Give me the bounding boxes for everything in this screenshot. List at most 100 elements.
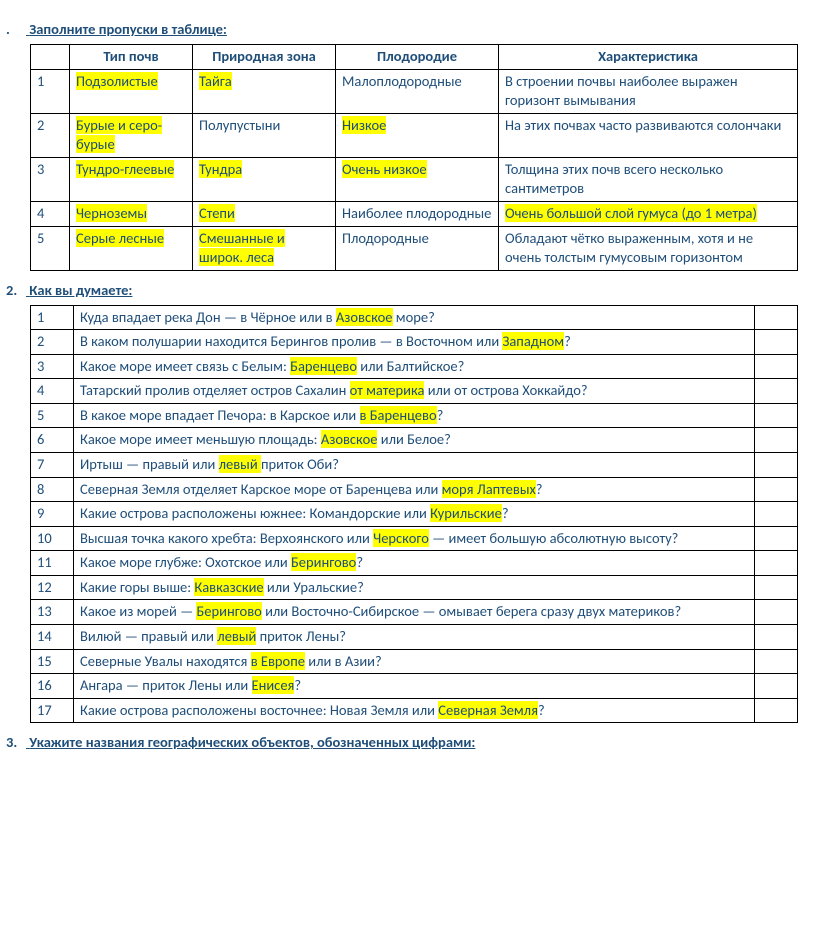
text: Какие острова расположены южнее: Командо… xyxy=(80,504,430,522)
row-number: 3 xyxy=(31,157,70,201)
text: В каком полушарии находится Берингов про… xyxy=(80,332,502,350)
question-cell: Иртыш — правый или левый приток Оби? xyxy=(74,453,755,478)
text: ? xyxy=(502,504,509,522)
row-number: 14 xyxy=(31,624,74,649)
th-char: Характеристика xyxy=(499,45,798,70)
row-number: 12 xyxy=(31,575,74,600)
cell-soil: Черноземы xyxy=(70,201,193,226)
highlighted-text: Курильские xyxy=(430,504,502,522)
row-number: 6 xyxy=(31,428,74,453)
table-row: 8Северная Земля отделяет Карское море от… xyxy=(31,477,798,502)
table-row: 5Серые лесныеСмешанные и широк. лесаПлод… xyxy=(31,226,798,270)
text: или Уральские? xyxy=(264,578,364,596)
empty-cell xyxy=(755,477,798,502)
highlighted-text: Берингово xyxy=(291,553,356,571)
table-row: 15Северные Увалы находятся в Европе или … xyxy=(31,649,798,674)
section2-title: Как вы думаете: xyxy=(29,281,132,299)
empty-cell xyxy=(755,674,798,699)
highlighted-text: Тундра xyxy=(199,160,242,178)
cell-zone: Тундра xyxy=(193,157,336,201)
table-row: 1 Подзолистые Тайга МалоплодородныеВ строен… xyxy=(31,69,798,113)
row-number: 16 xyxy=(31,674,74,699)
question-cell: Какое из морей — Берингово или Восточно-… xyxy=(74,600,755,625)
section2-marker: 2. xyxy=(6,281,26,299)
cell-fert: Плодородные xyxy=(336,226,499,270)
table-row: 1Куда впадает река Дон — в Чёрное или в … xyxy=(31,305,798,330)
section1-marker: . xyxy=(6,20,26,38)
table-row: 10Высшая точка какого хребта: Верхоянско… xyxy=(31,526,798,551)
section2-heading: 2. Как вы думаете: xyxy=(6,281,798,299)
cell-soil: Тундро-глеевые xyxy=(70,157,193,201)
highlighted-text: от материка xyxy=(350,381,425,399)
question-cell: Какие горы выше: Кавказские или Уральски… xyxy=(74,575,755,600)
row-number: 3 xyxy=(31,354,74,379)
row-number: 9 xyxy=(31,502,74,527)
th-num xyxy=(31,45,70,70)
text: Плодородные xyxy=(342,229,429,247)
cell-soil: Подзолистые xyxy=(70,69,193,113)
table-row: 17 Какие острова расположены восточнее: Н… xyxy=(31,698,798,723)
cell-soil: Серые лесные xyxy=(70,226,193,270)
table-row: 4ЧерноземыСтепиНаиболее плодородныеОчень… xyxy=(31,201,798,226)
text: В какое море впадает Печора: в Карское и… xyxy=(80,406,360,424)
question-cell: В какое море впадает Печора: в Карское и… xyxy=(74,403,755,428)
cell-char: В строении почвы наиболее выражен горизо… xyxy=(499,69,798,113)
text: Какое море имеет меньшую площадь: xyxy=(80,430,321,448)
empty-cell xyxy=(755,624,798,649)
text: Какие острова расположены восточнее: Нов… xyxy=(80,701,438,719)
th-soil: Тип почв xyxy=(70,45,193,70)
highlighted-text: моря Лаптевых xyxy=(442,480,536,498)
empty-cell xyxy=(755,330,798,355)
text: приток Оби? xyxy=(261,455,339,473)
row-number: 1 xyxy=(31,305,74,330)
highlighted-text: левый xyxy=(217,627,256,645)
table-row: 2Бурые и серо-бурыеПолупустыниНизкоеНа э… xyxy=(31,113,798,157)
text: приток Лены? xyxy=(256,627,346,645)
th-fertility: Плодородие xyxy=(336,45,499,70)
text: На этих почвах часто развиваются солонча… xyxy=(505,116,781,134)
section3-title: Укажите названия географических объектов… xyxy=(29,733,475,751)
text: — имеет большую абсолютную высоту? xyxy=(429,529,679,547)
highlighted-text: Азовское xyxy=(321,430,378,448)
question-cell: Вилюй — правый или левый приток Лены? xyxy=(74,624,755,649)
empty-cell xyxy=(755,526,798,551)
text: Северная Земля отделяет Карское море от … xyxy=(80,480,442,498)
row-number: 2 xyxy=(31,330,74,355)
text: ? xyxy=(356,553,363,571)
empty-cell xyxy=(755,403,798,428)
highlighted-text: левый xyxy=(219,455,261,473)
empty-cell xyxy=(755,305,798,330)
text: Ангара — приток Лены или xyxy=(80,676,252,694)
text: море? xyxy=(393,308,435,326)
cell-char: На этих почвах часто развиваются солонча… xyxy=(499,113,798,157)
text: Полупустыни xyxy=(199,116,280,134)
text: Какие горы выше: xyxy=(80,578,194,596)
table-row: 3Тундро-глеевыеТундраОчень низкоеТолщина… xyxy=(31,157,798,201)
highlighted-text: Тундро-глеевые xyxy=(76,160,174,178)
question-cell: Какое море глубже: Охотское или Берингов… xyxy=(74,551,755,576)
highlighted-text: Очень низкое xyxy=(342,160,427,178)
table-row: 3Какое море имеет связь с Белым: Баренце… xyxy=(31,354,798,379)
highlighted-text: Енисея xyxy=(252,676,295,694)
questions-table: 1Куда впадает река Дон — в Чёрное или в … xyxy=(30,305,798,724)
soils-table: Тип почв Природная зона Плодородие Харак… xyxy=(30,44,798,271)
text: Куда впадает река Дон — в Чёрное или в xyxy=(80,308,336,326)
question-cell: Северная Земля отделяет Карское море от … xyxy=(74,477,755,502)
row-number: 17 xyxy=(31,698,74,723)
cell-zone: Тайга xyxy=(193,69,336,113)
highlighted-text: Северная Земля xyxy=(438,701,538,719)
row-number: 1 xyxy=(31,69,70,113)
cell-soil: Бурые и серо-бурые xyxy=(70,113,193,157)
cell-fert: Малоплодородные xyxy=(336,69,499,113)
highlighted-text: Подзолистые xyxy=(76,72,158,90)
row-number: 4 xyxy=(31,201,70,226)
text: Наиболее плодородные xyxy=(342,204,491,222)
question-cell: Татарский пролив отделяет остров Сахалин… xyxy=(74,379,755,404)
cell-fert: Очень низкое xyxy=(336,157,499,201)
row-number: 5 xyxy=(31,226,70,270)
cell-fert: Низкое xyxy=(336,113,499,157)
text: Татарский пролив отделяет остров Сахалин xyxy=(80,381,350,399)
empty-cell xyxy=(755,698,798,723)
empty-cell xyxy=(755,453,798,478)
highlighted-text: Тайга xyxy=(199,72,232,90)
